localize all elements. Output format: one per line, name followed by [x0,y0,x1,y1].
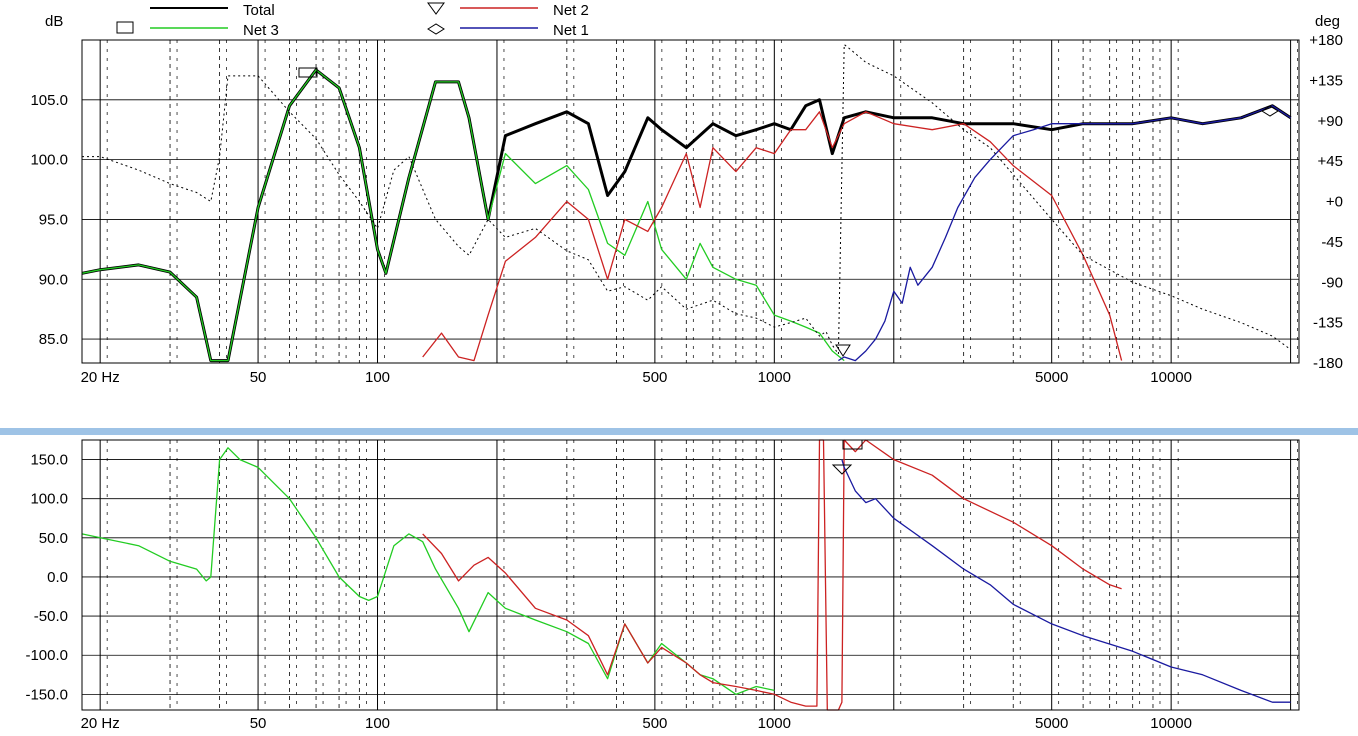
x-tick-label: 20 Hz [81,369,120,386]
legend-marker-triangle [427,2,445,15]
x-tick-label: 1000 [758,369,791,386]
top-cursor-marker [298,67,318,78]
top-grid [82,40,1299,363]
y2-tick-label: +135 [1309,72,1343,89]
magnitude-panel: dB deg Total Net 3 Net 2 Net 1 85.0 90.0 9… [30,2,1343,386]
legend-label-net1: Net 1 [553,22,589,39]
y2-tick-label: +90 [1318,113,1343,130]
legend-label-total: Total [243,2,275,19]
bottom-grid [82,440,1299,710]
top-series-group [81,44,1292,363]
x-tick-label: 10000 [1150,715,1192,732]
y2-tick-label: +45 [1318,153,1343,170]
y-tick-label: 150.0 [30,452,68,469]
y-tick-label: 50.0 [39,530,68,547]
y2-tick-label: -135 [1313,315,1343,332]
legend-label-net3: Net 3 [243,22,279,39]
legend-marker-square [116,21,134,34]
series-line-net-1 [838,105,1291,362]
y-tick-label: -150.0 [25,686,68,703]
y2-tick-label: +0 [1326,194,1343,211]
y-tick-label: 100.0 [30,152,68,169]
top-diamond-marker [1261,105,1279,117]
y-tick-label: -50.0 [34,608,68,625]
x-tick-label: 500 [642,715,667,732]
top-triangle-marker [835,344,851,357]
series-line-net-1 [841,459,1291,703]
y-tick-label: 90.0 [39,271,68,288]
y2-tick-label: -45 [1321,234,1343,251]
phase-panel: -150.0 -100.0 -50.0 0.0 50.0 100.0 150.0 20 Hz 5… [25,439,1300,732]
bottom-series-group [81,439,1291,711]
bottom-triangle-marker [831,464,853,475]
y2-tick-label: -90 [1321,274,1343,291]
x-tick-label: 5000 [1035,715,1068,732]
bottom-ticks: -150.0 -100.0 -50.0 0.0 50.0 100.0 150.0 20 Hz 5… [25,452,1192,732]
x-tick-label: 50 [250,715,267,732]
top-plot-frame [81,39,1300,364]
bottom-plot-frame [81,439,1300,711]
series-line-net-3 [81,447,775,695]
series-line-net-3 [81,69,845,362]
panel-divider [0,428,1358,435]
x-tick-label: 500 [642,369,667,386]
top-ticks: 85.0 90.0 95.0 100.0 105.0 -180 -135 -90 -45 +0 +4… [30,32,1343,386]
bottom-cursor-marker [842,439,863,450]
x-tick-label: 100 [365,715,390,732]
x-tick-label: 1000 [758,715,791,732]
y2-axis-label: deg [1315,13,1340,30]
legend-marker-diamond [427,23,445,35]
y2-tick-label: +180 [1309,32,1343,49]
y-tick-label: -100.0 [25,647,68,664]
x-tick-label: 100 [365,369,390,386]
y-tick-label: 85.0 [39,331,68,348]
x-tick-label: 20 Hz [81,715,120,732]
series-line-net-2 [422,439,1122,711]
y-axis-label: dB [45,13,63,30]
y2-tick-label: -180 [1313,355,1343,372]
x-tick-label: 10000 [1150,369,1192,386]
y-tick-label: 100.0 [30,491,68,508]
series-line-net-2 [422,111,1123,362]
y-tick-label: 95.0 [39,211,68,228]
legend: Total Net 3 Net 2 Net 1 [116,2,589,39]
x-tick-label: 5000 [1035,369,1068,386]
y-tick-label: 0.0 [47,569,68,586]
x-tick-label: 50 [250,369,267,386]
y-tick-label: 105.0 [30,92,68,109]
legend-label-net2: Net 2 [553,2,589,19]
